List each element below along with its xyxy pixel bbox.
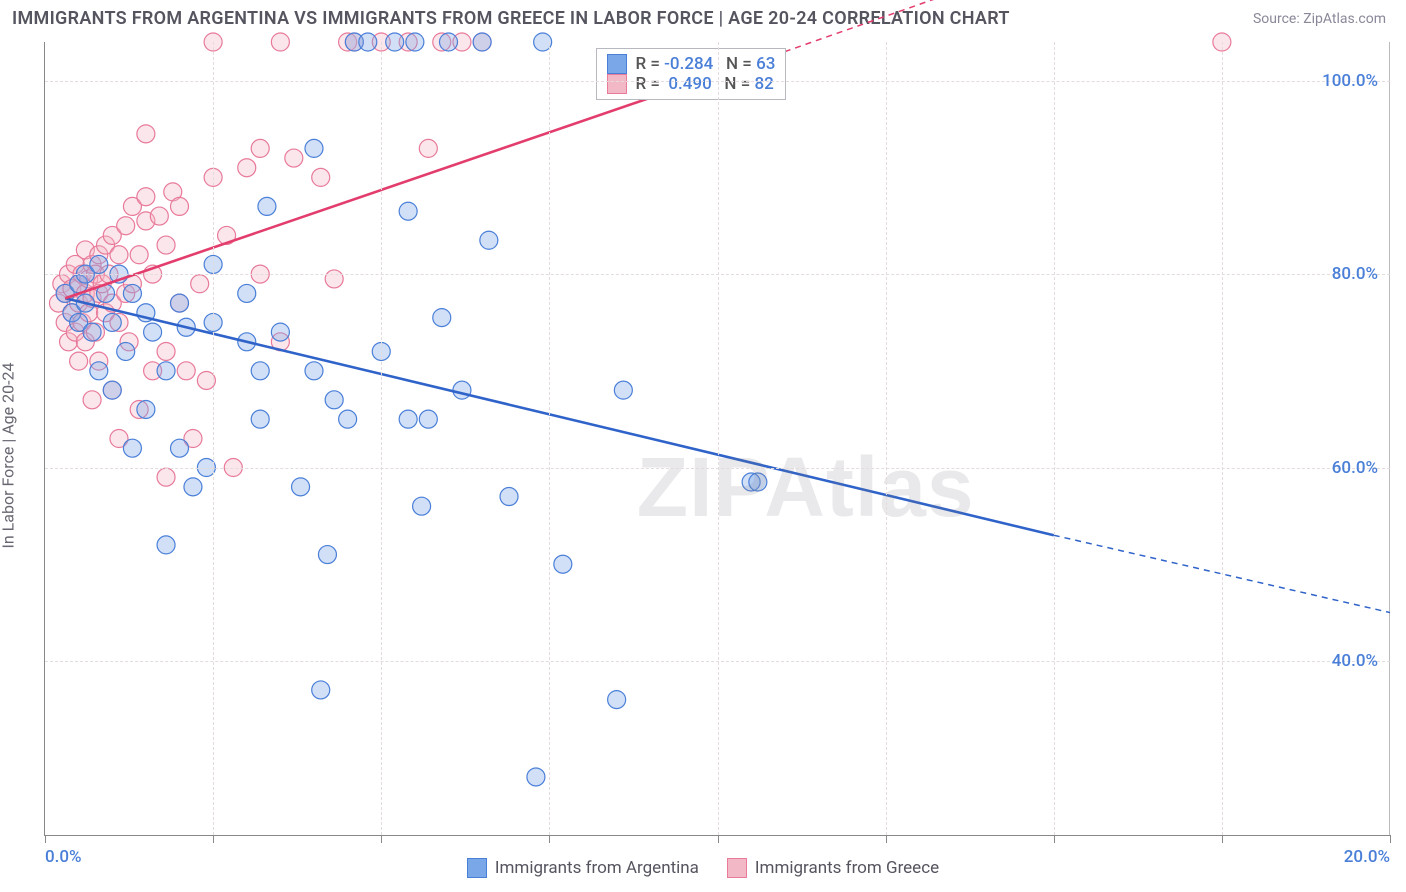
swatch-greece-bottom: [727, 858, 747, 878]
x-tick: [1054, 835, 1055, 843]
gridline-v: [213, 42, 214, 835]
y-tick-label: 100.0%: [1322, 71, 1378, 91]
source-text: Source: ZipAtlas.com: [1253, 11, 1386, 27]
gridline-v: [549, 42, 550, 835]
n-value-greece: 82: [755, 74, 774, 94]
legend-label-greece: Immigrants from Greece: [755, 858, 939, 878]
correlation-legend: R = -0.284 N = 63 R = 0.490 N = 82: [596, 48, 786, 100]
legend-label-argentina: Immigrants from Argentina: [495, 858, 699, 878]
legend-item-greece: Immigrants from Greece: [727, 858, 939, 878]
gridline-v: [1222, 42, 1223, 835]
x-tick: [718, 835, 719, 843]
x-tick: [1222, 835, 1223, 843]
x-tick: [886, 835, 887, 843]
swatch-greece: [607, 74, 627, 94]
legend-item-argentina: Immigrants from Argentina: [467, 858, 699, 878]
chart-area: ZIPAtlas R = -0.284 N = 63 R = 0.490 N =…: [44, 42, 1390, 836]
y-tick-label: 60.0%: [1332, 458, 1378, 478]
gridline-v: [1054, 42, 1055, 835]
x-tick: [381, 835, 382, 843]
legend-row-greece: R = 0.490 N = 82: [607, 74, 775, 94]
legend-row-argentina: R = -0.284 N = 63: [607, 54, 775, 74]
y-tick-label: 80.0%: [1332, 264, 1378, 284]
gridline-v: [886, 42, 887, 835]
x-tick: [213, 835, 214, 843]
x-tick: [1390, 835, 1391, 843]
r-value-greece: 0.490: [668, 74, 711, 94]
r-value-argentina: -0.284: [664, 54, 713, 74]
n-value-argentina: 63: [756, 54, 775, 74]
swatch-argentina-bottom: [467, 858, 487, 878]
y-axis-title: In Labor Force | Age 20-24: [0, 362, 18, 548]
gridline-v: [718, 42, 719, 835]
series-legend: Immigrants from Argentina Immigrants fro…: [0, 858, 1406, 878]
swatch-argentina: [607, 54, 627, 74]
y-tick-label: 40.0%: [1332, 651, 1378, 671]
gridline-v: [381, 42, 382, 835]
x-tick: [45, 835, 46, 843]
x-tick: [549, 835, 550, 843]
